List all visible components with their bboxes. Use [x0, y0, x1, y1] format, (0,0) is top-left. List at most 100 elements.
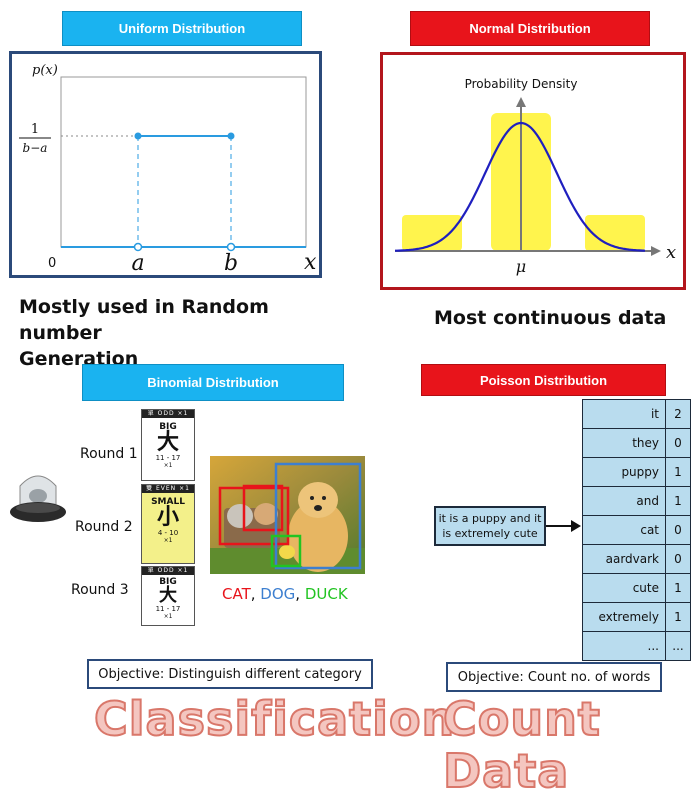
uniform-banner: Uniform Distribution [62, 11, 302, 46]
word-cell: extremely [582, 602, 666, 632]
y-axis-arrow [516, 97, 526, 107]
word-cell: cute [582, 573, 666, 603]
x-axis-label: x [666, 242, 676, 263]
tile-range: 11 - 17 [155, 605, 181, 613]
tile-kanji: 大 [159, 585, 177, 606]
table-row: aardvark 0 [582, 544, 691, 574]
table-row: they 0 [582, 428, 691, 458]
fraction-denominator: b−a [23, 141, 48, 155]
binomial-banner: Binomial Distribution [82, 364, 344, 401]
uniform-plot: p(x) 1 b−a 0 a b x [19, 63, 317, 275]
label-separator: , [250, 585, 261, 603]
count-objective: Objective: Count no. of words [446, 662, 662, 692]
plot-area [60, 76, 307, 248]
a-top-point [134, 132, 142, 140]
uniform-caption: Mostly used in Random number Generation [19, 294, 349, 372]
round-2-tile: 雙 EVEN ×1 SMALL 小 4 - 10 ×1 [141, 484, 195, 564]
word-cell: it [582, 399, 666, 429]
right-tail-highlight [585, 215, 645, 251]
count-cell: 1 [665, 602, 691, 632]
dice-shaker-icon [10, 475, 66, 522]
classification-objective: Objective: Distinguish different categor… [87, 659, 373, 689]
label-separator: , [295, 585, 305, 603]
cat-box [218, 486, 290, 546]
tile-word: SMALL [151, 497, 185, 507]
poisson-banner: Poisson Distribution [421, 364, 666, 396]
word-cell: aardvark [582, 544, 666, 574]
word-cell: ... [582, 631, 666, 661]
dog-box [274, 462, 362, 570]
count-cell: ... [665, 631, 691, 661]
word-cell: cat [582, 515, 666, 545]
tile-header: 單 ODD ×1 [142, 567, 194, 575]
tile-word: BIG [159, 577, 177, 587]
table-row: cute 1 [582, 573, 691, 603]
word-cell: and [582, 486, 666, 516]
a-label: a [131, 251, 144, 275]
b-top-point [227, 132, 235, 140]
dog-label: DOG [260, 585, 296, 603]
duck-box [270, 534, 302, 568]
count-data-title: Count Data [442, 692, 601, 798]
fraction-numerator: 1 [31, 122, 39, 137]
count-cell: 2 [665, 399, 691, 429]
round-3-tile: 單 ODD ×1 BIG 大 11 - 17 ×1 [141, 566, 195, 626]
count-cell: 0 [665, 515, 691, 545]
mu-label: μ [516, 257, 526, 276]
tile-kanji: 大 [156, 430, 179, 455]
count-cell: 0 [665, 428, 691, 458]
round-2-label: Round 2 [75, 519, 133, 535]
category-labels: CAT, DOG, DUCK [222, 585, 348, 603]
round-1-tile: 單 ODD ×1 BIG 大 11 - 17 ×1 [141, 409, 195, 481]
table-row: it 2 [582, 399, 691, 429]
table-row: cat 0 [582, 515, 691, 545]
count-cell: 0 [665, 544, 691, 574]
word-cell: they [582, 428, 666, 458]
tile-multiplier: ×1 [163, 462, 173, 469]
tile-word: BIG [159, 422, 177, 432]
a-bottom-point [133, 242, 143, 252]
cat-box-2 [242, 484, 284, 532]
b-bottom-point [226, 242, 236, 252]
y-axis-label: p(x) [32, 63, 58, 78]
normal-banner: Normal Distribution [410, 11, 650, 46]
count-cell: 1 [665, 486, 691, 516]
table-row: ...... [582, 631, 691, 661]
uniform-panel: p(x) 1 b−a 0 a b x [9, 51, 322, 278]
round-1-label: Round 1 [80, 446, 138, 462]
arrow-icon [546, 520, 581, 532]
round-3-label: Round 3 [71, 582, 129, 598]
y-axis-label: Probability Density [465, 77, 578, 91]
table-row: puppy 1 [582, 457, 691, 487]
uniform-caption-line1: Mostly used in Random number [19, 296, 269, 344]
normal-curve [395, 121, 646, 252]
classification-title: Classification [93, 692, 456, 746]
table-row: extremely 1 [582, 602, 691, 632]
left-tail-highlight [402, 215, 462, 251]
tile-range: 4 - 10 [157, 529, 179, 537]
tile-header: 單 ODD ×1 [142, 410, 194, 418]
origin-label: 0 [48, 256, 56, 271]
duck-label: DUCK [304, 585, 348, 603]
count-cell: 1 [665, 573, 691, 603]
tile-multiplier: ×1 [163, 613, 173, 620]
cat-label: CAT [222, 585, 251, 603]
count-cell: 1 [665, 457, 691, 487]
sentence-line1: it is a puppy and it [438, 512, 542, 525]
x-axis-arrow [651, 246, 661, 256]
sentence-line2: is extremely cute [442, 527, 538, 540]
normal-plot: Probability Density μ x [395, 77, 676, 276]
x-axis-label: x [304, 250, 317, 275]
table-row: and 1 [582, 486, 691, 516]
b-label: b [224, 251, 238, 275]
tile-kanji: 小 [156, 505, 179, 530]
word-count-table: it 2 they 0 puppy 1 and 1 cat 0 aardvark 0 cute 1 extr… [582, 399, 691, 661]
word-cell: puppy [582, 457, 666, 487]
normal-caption: Most continuous data [434, 307, 667, 329]
sentence-box: it is a puppy and it is extremely cute [434, 506, 546, 546]
animal-photo [210, 456, 365, 574]
tile-range: 11 - 17 [155, 454, 181, 462]
tile-header: 雙 EVEN ×1 [142, 485, 194, 493]
tile-multiplier: ×1 [163, 537, 173, 544]
normal-panel: Probability Density μ x [380, 52, 686, 290]
